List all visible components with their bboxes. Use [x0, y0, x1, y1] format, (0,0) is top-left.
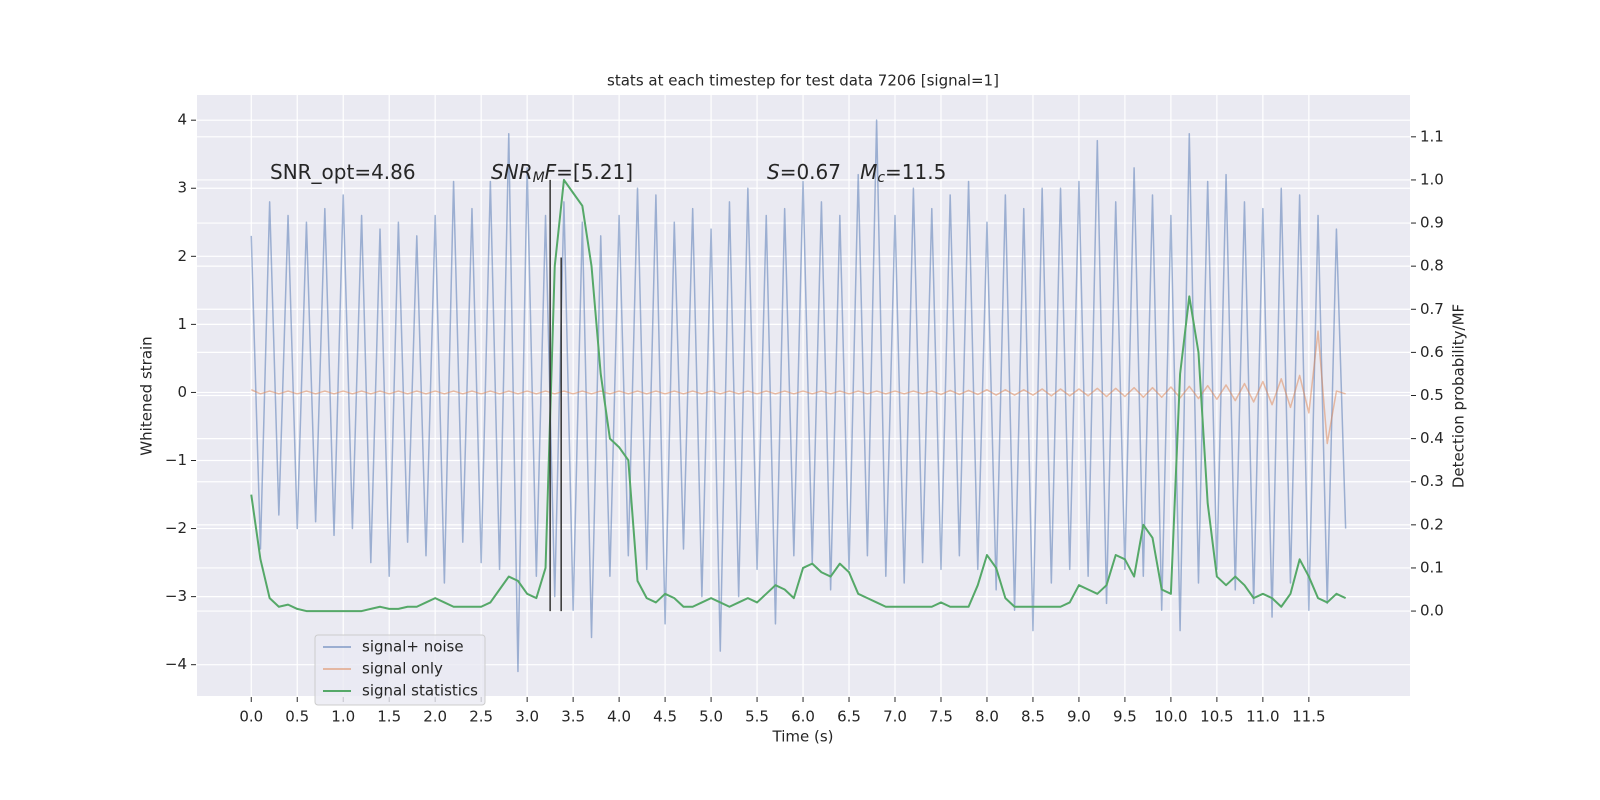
y-tick-label: −3: [165, 587, 187, 605]
series-line: [250, 330, 1346, 445]
y2-axis-label: Detection probability/MF: [1450, 304, 1468, 488]
x-tick-label: 6.0: [791, 708, 815, 726]
y-tick-label: 3: [177, 179, 187, 197]
x-tick-label: 1.5: [377, 708, 401, 726]
y2-tick-label: 0.7: [1420, 300, 1444, 318]
x-tick-label: 5.5: [745, 708, 769, 726]
x-axis-label: Time (s): [772, 728, 834, 746]
y2-tick-label: 0.9: [1420, 214, 1444, 232]
y-tick-label: 1: [177, 315, 187, 333]
annotation: SNRMF=[5.21]: [491, 160, 633, 187]
x-tick-label: 2.5: [469, 708, 493, 726]
x-tick-label: 4.0: [607, 708, 631, 726]
x-tick-label: 2.0: [423, 708, 447, 726]
annotation-part: =[5.21]: [556, 160, 633, 184]
x-tick-label: 9.5: [1113, 708, 1137, 726]
y2-tick-label: 0.1: [1420, 558, 1444, 576]
annotation-part: c: [877, 170, 885, 186]
annotation-part: SNR: [491, 160, 533, 184]
annotation-part: M: [860, 160, 877, 184]
chart-title: stats at each timestep for test data 720…: [607, 72, 999, 90]
series-line: [250, 119, 1347, 673]
y-tick-label: 4: [177, 111, 187, 129]
y2-tick-label: 1.1: [1420, 127, 1444, 145]
x-tick-label: 1.0: [331, 708, 355, 726]
x-tick-label: 10.5: [1200, 708, 1233, 726]
x-tick-label: 9.0: [1067, 708, 1091, 726]
annotation-part: S: [767, 160, 780, 184]
x-tick-label: 3.5: [561, 708, 585, 726]
legend-label: signal statistics: [362, 682, 478, 700]
y-tick-label: 2: [177, 247, 187, 265]
x-tick-label: 10.0: [1154, 708, 1187, 726]
annotation-part: M: [533, 170, 545, 186]
y-tick-label: −1: [165, 451, 187, 469]
y2-tick-label: 0.6: [1420, 343, 1444, 361]
y2-tick-label: 0.5: [1420, 386, 1444, 404]
legend-box: [314, 634, 486, 706]
y2-tick-label: 0.0: [1420, 602, 1444, 620]
x-tick-label: 11.5: [1292, 708, 1325, 726]
y2-tick-label: 0.4: [1420, 429, 1444, 447]
annotation-part: SNR_opt=4.86: [270, 160, 416, 184]
x-tick-label: 11.0: [1246, 708, 1279, 726]
x-tick-label: 4.5: [653, 708, 677, 726]
x-tick-label: 5.0: [699, 708, 723, 726]
y2-tick-label: 1.0: [1420, 170, 1444, 188]
y2-tick-label: 0.3: [1420, 472, 1444, 490]
legend-label: signal only: [362, 660, 443, 678]
y-axis-label: Whitened strain: [138, 336, 156, 455]
legend-label: signal+ noise: [362, 638, 464, 656]
x-tick-label: 6.5: [837, 708, 861, 726]
y2-tick-label: 0.8: [1420, 257, 1444, 275]
y-tick-label: 0: [177, 383, 187, 401]
annotation-part: F: [545, 160, 557, 184]
x-tick-label: 7.5: [929, 708, 953, 726]
annotation: SNR_opt=4.86: [270, 160, 416, 184]
annotation-part: =11.5: [885, 160, 946, 184]
annotation: S=0.67 Mc=11.5: [767, 160, 946, 187]
x-tick-label: 8.5: [1021, 708, 1045, 726]
x-tick-label: 0.0: [239, 708, 263, 726]
x-tick-label: 7.0: [883, 708, 907, 726]
x-tick-label: 8.0: [975, 708, 999, 726]
y2-tick-label: 0.2: [1420, 515, 1444, 533]
y-tick-label: −4: [165, 655, 187, 673]
x-tick-label: 0.5: [285, 708, 309, 726]
y-tick-label: −2: [165, 519, 187, 537]
annotation-part: =0.67: [780, 160, 860, 184]
x-tick-label: 3.0: [515, 708, 539, 726]
series-line: [250, 178, 1347, 613]
